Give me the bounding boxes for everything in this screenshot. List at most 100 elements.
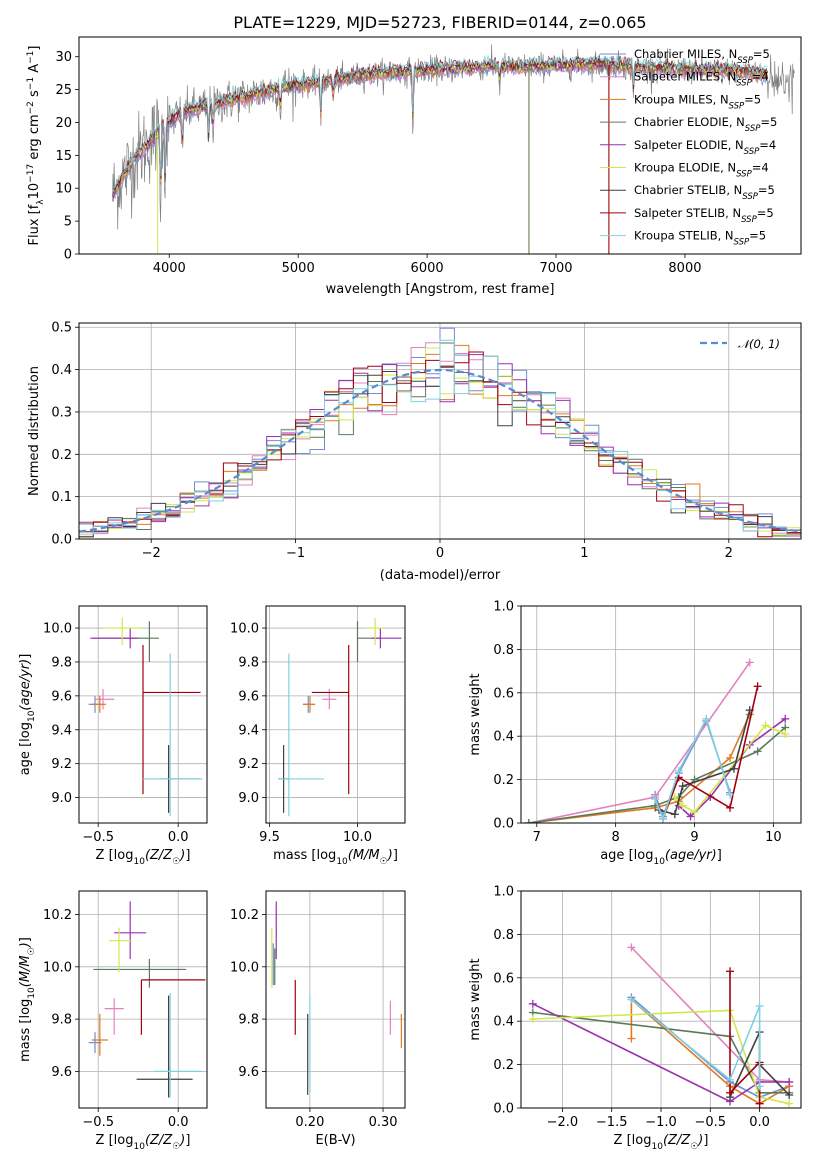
weight-marker-salpeter_miles xyxy=(745,658,754,667)
x-tick-label: −2.0 xyxy=(547,1115,579,1130)
legend-label-salpeter_elodie: Salpeter ELODIE, NSSP=4 xyxy=(634,138,776,157)
x-tick-label: −1.5 xyxy=(596,1115,628,1130)
weight-marker-kroupa_stelib xyxy=(726,1075,735,1084)
y-tick-label: 10.2 xyxy=(43,908,72,923)
weight-marker-kroupa_stelib xyxy=(755,1082,764,1091)
spectrum-model-salpeter_miles xyxy=(112,62,768,199)
errorbar-salpeter_stelib xyxy=(140,979,206,1035)
x-tick-label: 10.0 xyxy=(343,830,372,845)
y-tick-label: 20 xyxy=(55,116,72,131)
y-tick-label: 1.0 xyxy=(493,885,514,900)
panel-age_vs_mass: 9.5 10.0 9.0 9.2 9.4 9.6 9.8 10.0 mass [log10(M/… xyxy=(230,605,406,867)
y-tick-label: 1.0 xyxy=(493,600,514,615)
panel-age_vs_Z: −0.5 0.0 9.0 9.2 9.4 9.6 9.8 10.0 Z [log10(Z/Z☉)… xyxy=(18,605,208,867)
legend-label-kroupa_stelib: Kroupa STELIB, NSSP=5 xyxy=(634,229,766,248)
y-tick-label: 9.2 xyxy=(51,757,72,772)
legend-label-text: Salpeter STELIB, N xyxy=(634,206,741,220)
panel-mass_vs_EBV: 0.20 0.30 9.6 9.8 10.0 10.2 E(B-V) xyxy=(230,890,406,1148)
legend-label-text: Chabrier ELODIE, N xyxy=(634,115,745,129)
y-tick-label: 9.8 xyxy=(51,1013,72,1028)
weight-marker-kroupa_elodie xyxy=(781,730,790,739)
y-tick-label: 10.0 xyxy=(230,960,259,975)
x-axis-label: Z [log10(Z/Z☉)] xyxy=(614,1133,709,1152)
x-axis-label: (data-model)/error xyxy=(380,568,501,583)
y-tick-label: 10 xyxy=(55,182,72,197)
x-axis-label: E(B-V) xyxy=(315,1133,355,1148)
normal-curve xyxy=(79,368,799,533)
axes-frame xyxy=(78,890,208,1109)
legend-label-chabrier_elodie: Chabrier ELODIE, NSSP=5 xyxy=(634,115,777,134)
errorbar-salpeter_miles xyxy=(95,689,115,710)
weight-marker-kroupa_stelib xyxy=(755,1002,764,1011)
panel-spectrum: 4000 5000 6000 7000 8000 0 5 10 15 20 25 30 waveleng… xyxy=(26,36,802,297)
axes-frame xyxy=(265,605,406,824)
weight-marker-salpeter_stelib xyxy=(755,1099,764,1108)
x-tick-label: 9.5 xyxy=(259,830,280,845)
y-axis-label: Flux [fλ10−17 erg cm−2 s−1 A−1] xyxy=(26,46,46,246)
errorbar-salpeter_elodie xyxy=(90,628,139,649)
weight-marker-kroupa_stelib xyxy=(651,795,660,804)
y-tick-label: 0.2 xyxy=(493,1058,514,1073)
weight-marker-chabrier_stelib xyxy=(670,810,679,819)
spectrum-model-chabrier_miles xyxy=(112,63,768,199)
weight-marker-chabrier_stelib xyxy=(729,764,738,773)
legend-label-kroupa_elodie: Kroupa ELODIE, NSSP=4 xyxy=(634,161,769,180)
weight-marker-salpeter_elodie xyxy=(785,1077,794,1086)
y-tick-label: 5 xyxy=(64,215,72,230)
x-tick-label: −0.5 xyxy=(695,1115,727,1130)
weight-marker-kroupa_elodie xyxy=(785,1099,794,1108)
axes-frame xyxy=(78,36,802,255)
weight-line-salpeter_elodie xyxy=(532,1003,790,1103)
plot-area xyxy=(528,943,794,1108)
y-tick-label: 25 xyxy=(55,83,72,98)
weight-line-kroupa_elodie xyxy=(532,1009,790,1105)
errorbar-kroupa_elodie xyxy=(103,617,142,645)
weight-marker-kroupa_elodie xyxy=(690,808,699,817)
x-tick-label: 1 xyxy=(580,546,588,561)
errorbar-kroupa_stelib xyxy=(278,653,325,817)
weight-line-salpeter_miles xyxy=(528,661,751,823)
weight-marker-kroupa_stelib xyxy=(702,714,711,723)
weight-line-kroupa_stelib xyxy=(630,998,761,1087)
gridlines xyxy=(521,890,801,1109)
y-tick-label: 0.4 xyxy=(493,1015,514,1030)
panel-mass_vs_Z: −0.5 0.0 9.6 9.8 10.0 10.2 Z [log10(Z/Z☉)] mass… xyxy=(18,890,208,1152)
weight-marker-salpeter_elodie xyxy=(686,812,695,821)
y-axis-label: mass weight xyxy=(468,958,483,1040)
y-tick-label: 9.6 xyxy=(51,689,72,704)
weight-marker-chabrier_elodie xyxy=(524,819,533,823)
legend-label-text: Kroupa MILES, N xyxy=(634,92,729,106)
y-tick-label: 10.0 xyxy=(230,622,259,637)
y-tick-label: 10.0 xyxy=(43,960,72,975)
y-tick-label: 0.2 xyxy=(51,448,72,463)
plot-area xyxy=(79,327,801,539)
legend-label-text: Kroupa STELIB, N xyxy=(634,229,734,243)
y-tick-label: 9.8 xyxy=(238,1013,259,1028)
y-tick-label: 0.0 xyxy=(493,817,514,832)
x-tick-label: −1 xyxy=(286,546,305,561)
plot-area xyxy=(278,617,402,817)
x-tick-label: −0.5 xyxy=(82,1115,114,1130)
errorbar-salpeter_stelib xyxy=(311,644,350,795)
y-tick-label: 0.1 xyxy=(51,490,72,505)
spectrum-model-kroupa_stelib xyxy=(112,54,768,192)
legend-label-text: Salpeter MILES, N xyxy=(634,70,736,84)
plot-area xyxy=(524,658,790,823)
y-tick-label: 0.6 xyxy=(493,971,514,986)
plot-area xyxy=(112,44,795,254)
x-tick-label: 7 xyxy=(533,830,541,845)
y-tick-label: 15 xyxy=(55,149,72,164)
legend-label-kroupa_miles: Kroupa MILES, NSSP=5 xyxy=(634,92,761,111)
y-tick-label: 0.4 xyxy=(51,363,72,378)
x-tick-label: 0.0 xyxy=(168,830,189,845)
y-tick-label: 9.2 xyxy=(238,757,259,772)
panel-weight_vs_age: 7 8 9 10 0.0 0.2 0.4 0.6 0.8 1.0 age [log10(age/yr… xyxy=(468,600,802,867)
y-tick-label: 9.8 xyxy=(238,655,259,670)
gridlines xyxy=(521,605,801,824)
legend-label-text: Kroupa ELODIE, N xyxy=(634,161,736,175)
y-tick-label: 9.4 xyxy=(238,723,259,738)
x-axis-label: Z [log10(Z/Z☉)] xyxy=(96,1133,191,1152)
gridlines xyxy=(79,891,207,1108)
errorbar-salpeter_stelib xyxy=(142,644,201,795)
